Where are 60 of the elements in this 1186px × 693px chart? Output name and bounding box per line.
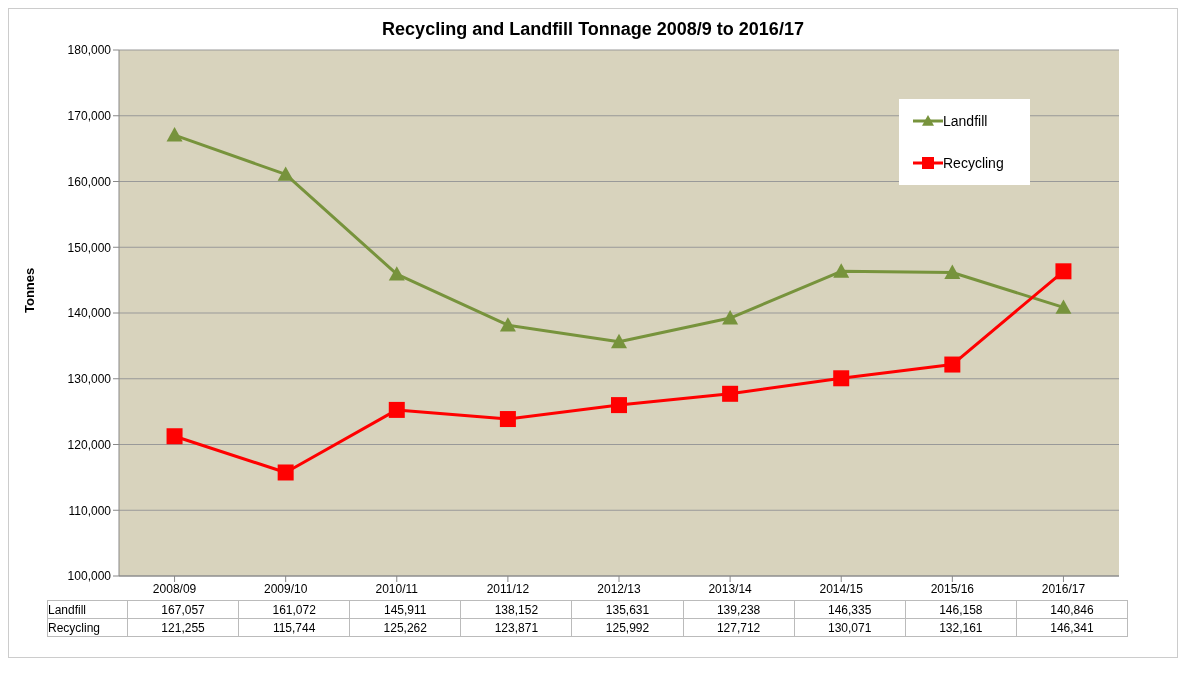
point [499, 411, 516, 428]
point [166, 428, 183, 445]
x-tick-label: 2015/16 [930, 581, 975, 596]
point [1055, 263, 1072, 280]
x-tick-label: 2011/12 [486, 581, 530, 596]
data-label: 130,071 [794, 618, 906, 637]
y-tick-label: 100,000 [67, 569, 112, 584]
data-label: 135,631 [571, 600, 684, 619]
point [944, 264, 961, 279]
point [1055, 299, 1072, 314]
point [499, 317, 516, 332]
data-label: 140,846 [1016, 600, 1128, 619]
y-tick-label: 120,000 [67, 437, 112, 452]
data-label: 138,152 [460, 600, 572, 619]
y-tick-label: 150,000 [67, 240, 112, 255]
x-tick-label: 2013/14 [708, 581, 753, 596]
data-label: 127,712 [683, 618, 795, 637]
point [611, 333, 627, 349]
point [722, 310, 739, 325]
point [166, 127, 183, 142]
data-label: 125,262 [349, 618, 461, 637]
point [833, 263, 850, 278]
x-tick-label: 2010/11 [375, 581, 419, 596]
point [722, 385, 739, 402]
point [388, 401, 405, 418]
data-label: 121,255 [127, 618, 239, 637]
data-label: 145,911 [349, 600, 461, 619]
data-label: 125,992 [571, 618, 684, 637]
data-label: 132,161 [905, 618, 1017, 637]
chart-title: Recycling and Landfill Tonnage 2008/9 to 2016/17 [381, 18, 805, 40]
point [277, 166, 294, 181]
point [277, 464, 294, 481]
x-tick-label: 2014/15 [819, 581, 864, 596]
y-tick-label: 160,000 [67, 174, 112, 189]
data-label: 123,871 [460, 618, 572, 637]
data-label: 167,057 [127, 600, 239, 619]
text: Landfill [48, 602, 87, 617]
data-label: 146,341 [1016, 618, 1128, 637]
legend-label: Landfill [943, 113, 988, 129]
point [388, 266, 405, 281]
y-tick-label: 110,000 [68, 503, 112, 518]
data-label: 161,072 [238, 600, 350, 619]
point [833, 370, 850, 387]
x-tick-label: 2009/10 [263, 581, 308, 596]
y-tick-label: 180,000 [67, 43, 112, 58]
legend-label: Recycling [943, 155, 1004, 171]
point [611, 397, 627, 414]
x-tick-label: 2008/09 [152, 581, 197, 596]
text: Recycling [48, 620, 101, 635]
y-tick-label: 130,000 [67, 372, 112, 387]
data-label: 139,238 [683, 600, 795, 619]
y-axis-title: Tonnes [21, 267, 37, 313]
x-tick-label: 2016/17 [1041, 581, 1086, 596]
y-tick-label: 170,000 [67, 109, 112, 124]
y-tick-label: 140,000 [67, 306, 112, 321]
point [944, 356, 961, 373]
data-label: 146,158 [905, 600, 1017, 619]
x-tick-label: 2012/13 [597, 581, 642, 596]
data-label: 115,744 [238, 618, 350, 637]
data-label: 146,335 [794, 600, 906, 619]
